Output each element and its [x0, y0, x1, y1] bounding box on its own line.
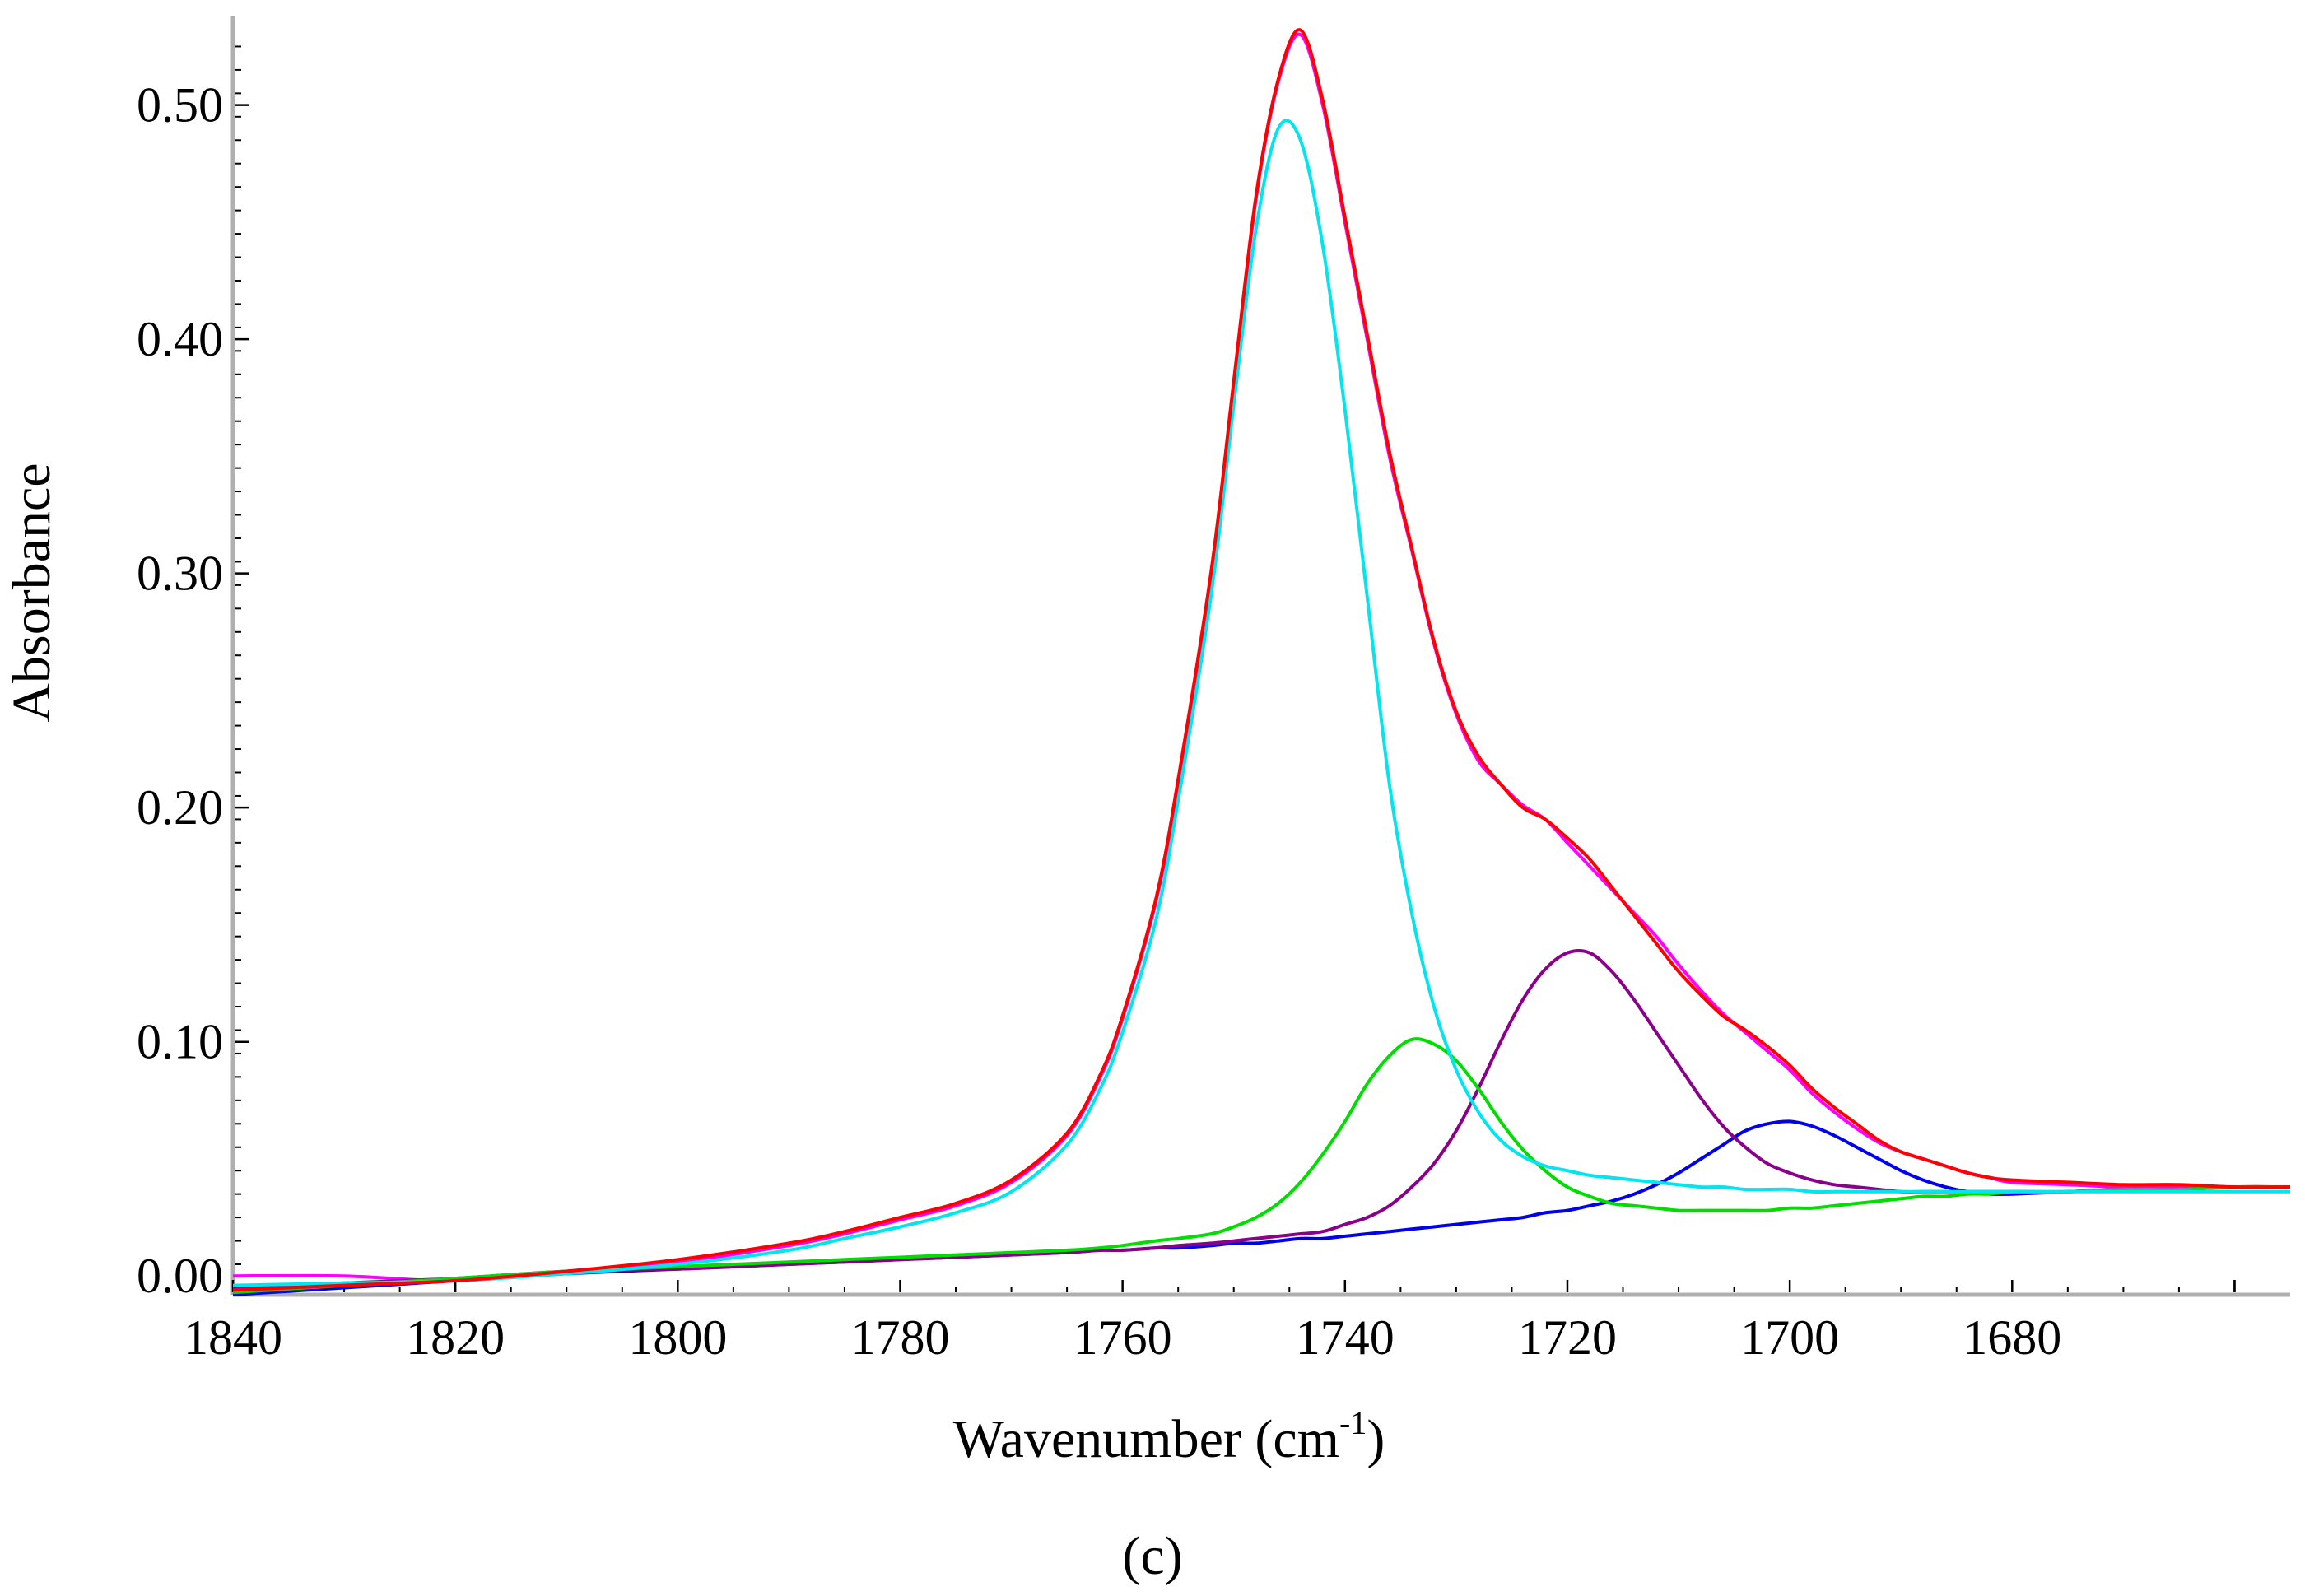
y-axis-title: Absorbance: [2, 463, 62, 722]
series-lines: [232, 28, 2291, 1296]
x-tick-label: 1820: [406, 1310, 505, 1365]
tick-marks: [231, 45, 2236, 1292]
x-tick-label: 1840: [184, 1310, 282, 1365]
series-line-component-1733-cm-1: [232, 1037, 2291, 1295]
y-tick-label: 0.30: [137, 547, 223, 601]
x-axis-title: Wavenumber (cm-1): [953, 1404, 1385, 1469]
x-tick-label: 1800: [628, 1310, 727, 1365]
y-tick-label: 0.00: [137, 1249, 223, 1303]
tick-labels: 0.00 0.10 0.20 0.30 0.40 0.50 1840 1820 1800 1780…: [137, 78, 2061, 1365]
x-tick-label: 1720: [1518, 1310, 1617, 1365]
panel-label: (c): [1122, 1526, 1182, 1586]
series-line-component-1745-cm-1: [232, 119, 2290, 1287]
series-line-component-1718-cm-1: [232, 948, 2291, 1290]
y-tick-label: 0.40: [137, 312, 223, 366]
x-tick-label: 1780: [850, 1310, 949, 1365]
y-tick-label: 0.50: [137, 78, 223, 133]
series-line-component-1698-cm-1: [232, 1119, 2291, 1296]
x-tick-label: 1680: [1963, 1310, 2061, 1365]
series-line-measured-spectrum: [232, 32, 2290, 1283]
x-tick-label: 1760: [1073, 1310, 1172, 1365]
y-tick-label: 0.20: [137, 780, 223, 835]
x-tick-label: 1740: [1296, 1310, 1395, 1365]
x-axis-title-base: Wavenumber (cm: [953, 1409, 1339, 1469]
x-tick-label: 1700: [1740, 1310, 1839, 1365]
x-axis-title-exponent: -1: [1339, 1404, 1367, 1441]
series-line-fitted-sum: [232, 28, 2291, 1292]
y-tick-label: 0.10: [137, 1015, 223, 1069]
x-axis-title-suffix: ): [1367, 1409, 1385, 1469]
axes: [230, 16, 2290, 1297]
